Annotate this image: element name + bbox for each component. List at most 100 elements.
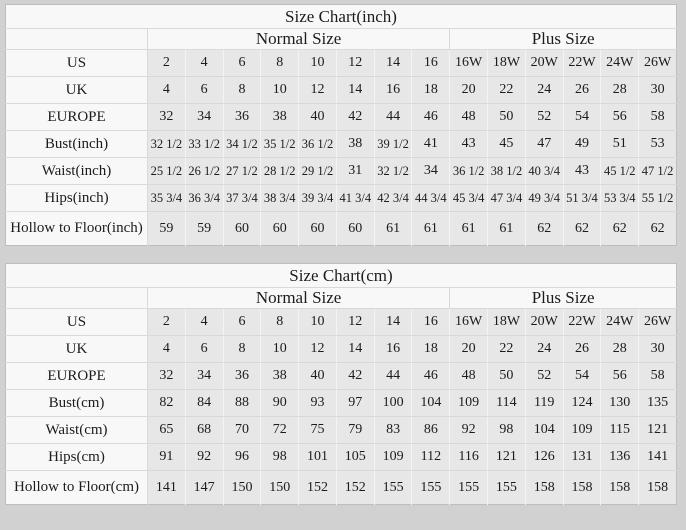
size-cell: 28 (600, 76, 639, 104)
size-cell: 155 (373, 470, 412, 505)
size-cell: 44 3/4 (411, 184, 450, 212)
row-label: Hollow to Floor(inch) (5, 211, 148, 246)
size-cell: 44 (373, 362, 412, 390)
size-cell: 141 (638, 443, 677, 471)
size-cell: 38 3/4 (260, 184, 299, 212)
size-cell: 27 1/2 (222, 157, 261, 185)
size-cell: 150 (260, 470, 299, 505)
size-cell: 136 (600, 443, 639, 471)
size-cell: 75 (298, 416, 337, 444)
size-cell: 46 (411, 362, 450, 390)
table-row: EUROPE 32 34 36 38 40 42 44 46 48 50 52 54 56 58 (5, 103, 677, 131)
size-cell: 18W (487, 308, 526, 336)
size-cell: 16W (449, 49, 488, 77)
size-cell: 48 (449, 362, 488, 390)
size-cell: 34 1/2 (222, 130, 261, 158)
size-cell: 26 1/2 (184, 157, 224, 185)
size-cell: 47 (524, 130, 564, 158)
size-cell: 155 (487, 470, 526, 505)
size-cell: 42 (335, 362, 375, 390)
size-cell: 16 (411, 49, 450, 77)
size-cell: 6 (184, 76, 224, 104)
size-cell: 49 3/4 (524, 184, 564, 212)
size-cell: 58 (638, 103, 677, 131)
column-group-normal-size: Normal Size (147, 28, 450, 50)
size-cell: 59 (184, 211, 224, 246)
size-cell: 2 (147, 49, 186, 77)
size-cell: 43 (562, 157, 601, 185)
column-group-normal-size: Normal Size (147, 287, 450, 309)
row-label: Hollow to Floor(cm) (5, 470, 148, 505)
size-cell: 26W (638, 308, 677, 336)
size-cell: 6 (184, 335, 224, 363)
size-cell: 8 (222, 335, 261, 363)
size-cell: 22 (487, 335, 526, 363)
table-row: Hips(cm) 91 92 96 98 101 105 109 112 116 121 126 131… (5, 443, 677, 471)
size-cell: 51 3/4 (562, 184, 601, 212)
size-cell: 68 (184, 416, 224, 444)
size-cell: 54 (562, 103, 601, 131)
size-cell: 14 (335, 76, 375, 104)
size-cell: 62 (524, 211, 564, 246)
size-cell: 30 (638, 335, 677, 363)
size-cell: 90 (260, 389, 299, 417)
size-cell: 61 (449, 211, 488, 246)
size-cell: 36 (222, 362, 261, 390)
size-cell: 55 1/2 (638, 184, 677, 212)
size-cell: 72 (260, 416, 299, 444)
size-cell: 97 (335, 389, 375, 417)
size-cell: 35 3/4 (147, 184, 186, 212)
size-cell: 45 1/2 (600, 157, 639, 185)
row-label: Bust(inch) (5, 130, 148, 158)
size-cell: 45 3/4 (449, 184, 488, 212)
size-cell: 39 3/4 (298, 184, 337, 212)
size-cell: 147 (184, 470, 224, 505)
size-cell: 18 (411, 335, 450, 363)
size-cell: 100 (373, 389, 412, 417)
size-cell: 47 1/2 (638, 157, 677, 185)
size-cell: 158 (524, 470, 564, 505)
size-cell: 98 (260, 443, 299, 471)
size-cell: 96 (222, 443, 261, 471)
size-cell: 50 (487, 362, 526, 390)
size-cell: 28 1/2 (260, 157, 299, 185)
size-cell: 92 (449, 416, 488, 444)
size-cell: 41 3/4 (335, 184, 375, 212)
size-cell: 14 (373, 49, 412, 77)
size-cell: 47 3/4 (487, 184, 526, 212)
size-cell: 104 (524, 416, 564, 444)
size-cell: 43 (449, 130, 488, 158)
row-label: US (5, 49, 148, 77)
size-cell: 124 (562, 389, 601, 417)
size-cell: 155 (449, 470, 488, 505)
size-cell: 109 (373, 443, 412, 471)
size-cell: 4 (147, 76, 186, 104)
size-cell: 60 (335, 211, 375, 246)
row-label: EUROPE (5, 103, 148, 131)
size-cell: 14 (373, 308, 412, 336)
row-label: US (5, 308, 148, 336)
size-cell: 36 3/4 (184, 184, 224, 212)
table-row: Hips(inch) 35 3/4 36 3/4 37 3/4 38 3/4 39 3/4… (5, 184, 677, 212)
size-cell: 84 (184, 389, 224, 417)
size-cell: 60 (222, 211, 261, 246)
size-cell: 52 (524, 103, 564, 131)
size-cell: 130 (600, 389, 639, 417)
size-cell: 86 (411, 416, 450, 444)
size-cell: 32 1/2 (147, 130, 186, 158)
size-cell: 34 (411, 157, 450, 185)
size-cell: 70 (222, 416, 261, 444)
size-cell: 49 (562, 130, 601, 158)
table-gap (5, 246, 679, 263)
size-cell: 116 (449, 443, 488, 471)
size-cell: 26 (562, 335, 601, 363)
size-cell: 61 (411, 211, 450, 246)
size-cell: 38 (335, 130, 375, 158)
table-title-row: Size Chart(inch) (5, 4, 677, 29)
size-chart-cm-table: Size Chart(cm) Normal Size Plus Size US 2 4 6 8… (5, 263, 677, 505)
size-cell: 131 (562, 443, 601, 471)
size-cell: 62 (638, 211, 677, 246)
size-cell: 35 1/2 (260, 130, 299, 158)
size-cell: 115 (600, 416, 639, 444)
size-cell: 36 (222, 103, 261, 131)
